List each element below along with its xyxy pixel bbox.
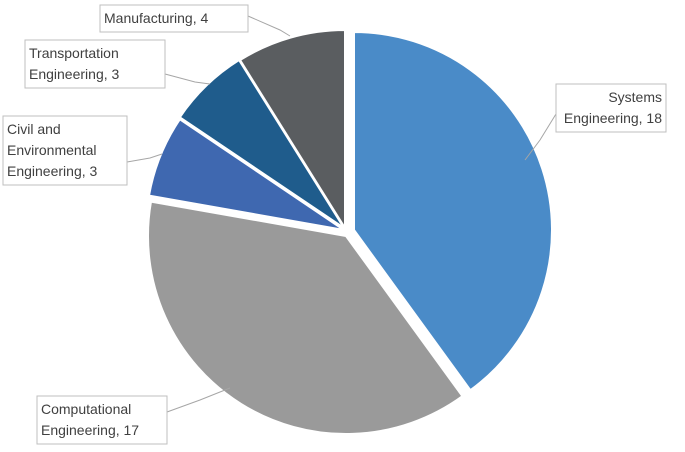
- label-box: [24, 39, 166, 89]
- pie-slice-computational-engineering: [147, 200, 464, 435]
- data-label: Systems: [608, 89, 662, 105]
- data-label: Civil and: [7, 121, 61, 137]
- leader-line: [166, 387, 231, 413]
- data-label: Manufacturing, 4: [104, 10, 208, 26]
- pie-slice-civil-and-environmental-engineering: [147, 117, 345, 231]
- slice-label: Manufacturing, 4: [99, 4, 249, 33]
- data-label: Engineering, 17: [41, 422, 139, 438]
- label-box: [2, 115, 128, 186]
- data-label: Engineering, 3: [7, 163, 98, 179]
- slice-label: Civil and Environmental Engineering, 3: [2, 115, 128, 186]
- data-label: Engineering, 18: [564, 110, 662, 126]
- slice-label: Computational Engineering, 17: [36, 395, 168, 445]
- slice-labels: Systems Engineering, 18 Computational Engin…: [2, 4, 667, 445]
- slice-label: Transportation Engineering, 3: [24, 39, 166, 89]
- pie-slices: [147, 28, 553, 435]
- data-label: Environmental: [7, 142, 97, 158]
- pie-slice-systems-engineering: [353, 30, 553, 392]
- data-label: Computational: [41, 401, 131, 417]
- label-box: [555, 83, 667, 133]
- data-label: Transportation: [29, 45, 119, 61]
- leader-line: [524, 113, 557, 161]
- pie-slice-manufacturing: [238, 28, 346, 232]
- leader-line: [247, 15, 291, 37]
- label-box: [99, 4, 249, 33]
- leader-lines: [126, 15, 557, 413]
- label-box: [36, 395, 168, 445]
- leader-line: [164, 73, 211, 85]
- leader-line: [126, 153, 163, 163]
- data-label: Engineering, 3: [29, 66, 120, 82]
- slice-label: Systems Engineering, 18: [555, 83, 667, 133]
